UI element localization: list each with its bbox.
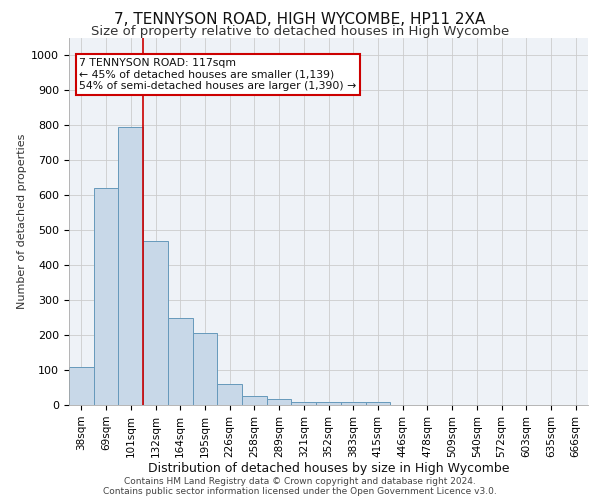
Bar — [242, 396, 267, 405]
Bar — [94, 188, 118, 405]
Bar — [168, 318, 193, 405]
Bar — [69, 367, 94, 405]
Bar — [193, 333, 217, 405]
Text: Contains HM Land Registry data © Crown copyright and database right 2024.
Contai: Contains HM Land Registry data © Crown c… — [103, 476, 497, 496]
Bar — [143, 240, 168, 405]
Bar — [365, 402, 390, 405]
Bar — [341, 402, 365, 405]
Bar — [118, 126, 143, 405]
Bar — [217, 384, 242, 405]
Bar — [316, 402, 341, 405]
Text: Size of property relative to detached houses in High Wycombe: Size of property relative to detached ho… — [91, 25, 509, 38]
Y-axis label: Number of detached properties: Number of detached properties — [17, 134, 27, 309]
X-axis label: Distribution of detached houses by size in High Wycombe: Distribution of detached houses by size … — [148, 462, 509, 475]
Text: 7, TENNYSON ROAD, HIGH WYCOMBE, HP11 2XA: 7, TENNYSON ROAD, HIGH WYCOMBE, HP11 2XA — [115, 12, 485, 28]
Text: 7 TENNYSON ROAD: 117sqm
← 45% of detached houses are smaller (1,139)
54% of semi: 7 TENNYSON ROAD: 117sqm ← 45% of detache… — [79, 58, 356, 91]
Bar — [292, 402, 316, 405]
Bar — [267, 398, 292, 405]
